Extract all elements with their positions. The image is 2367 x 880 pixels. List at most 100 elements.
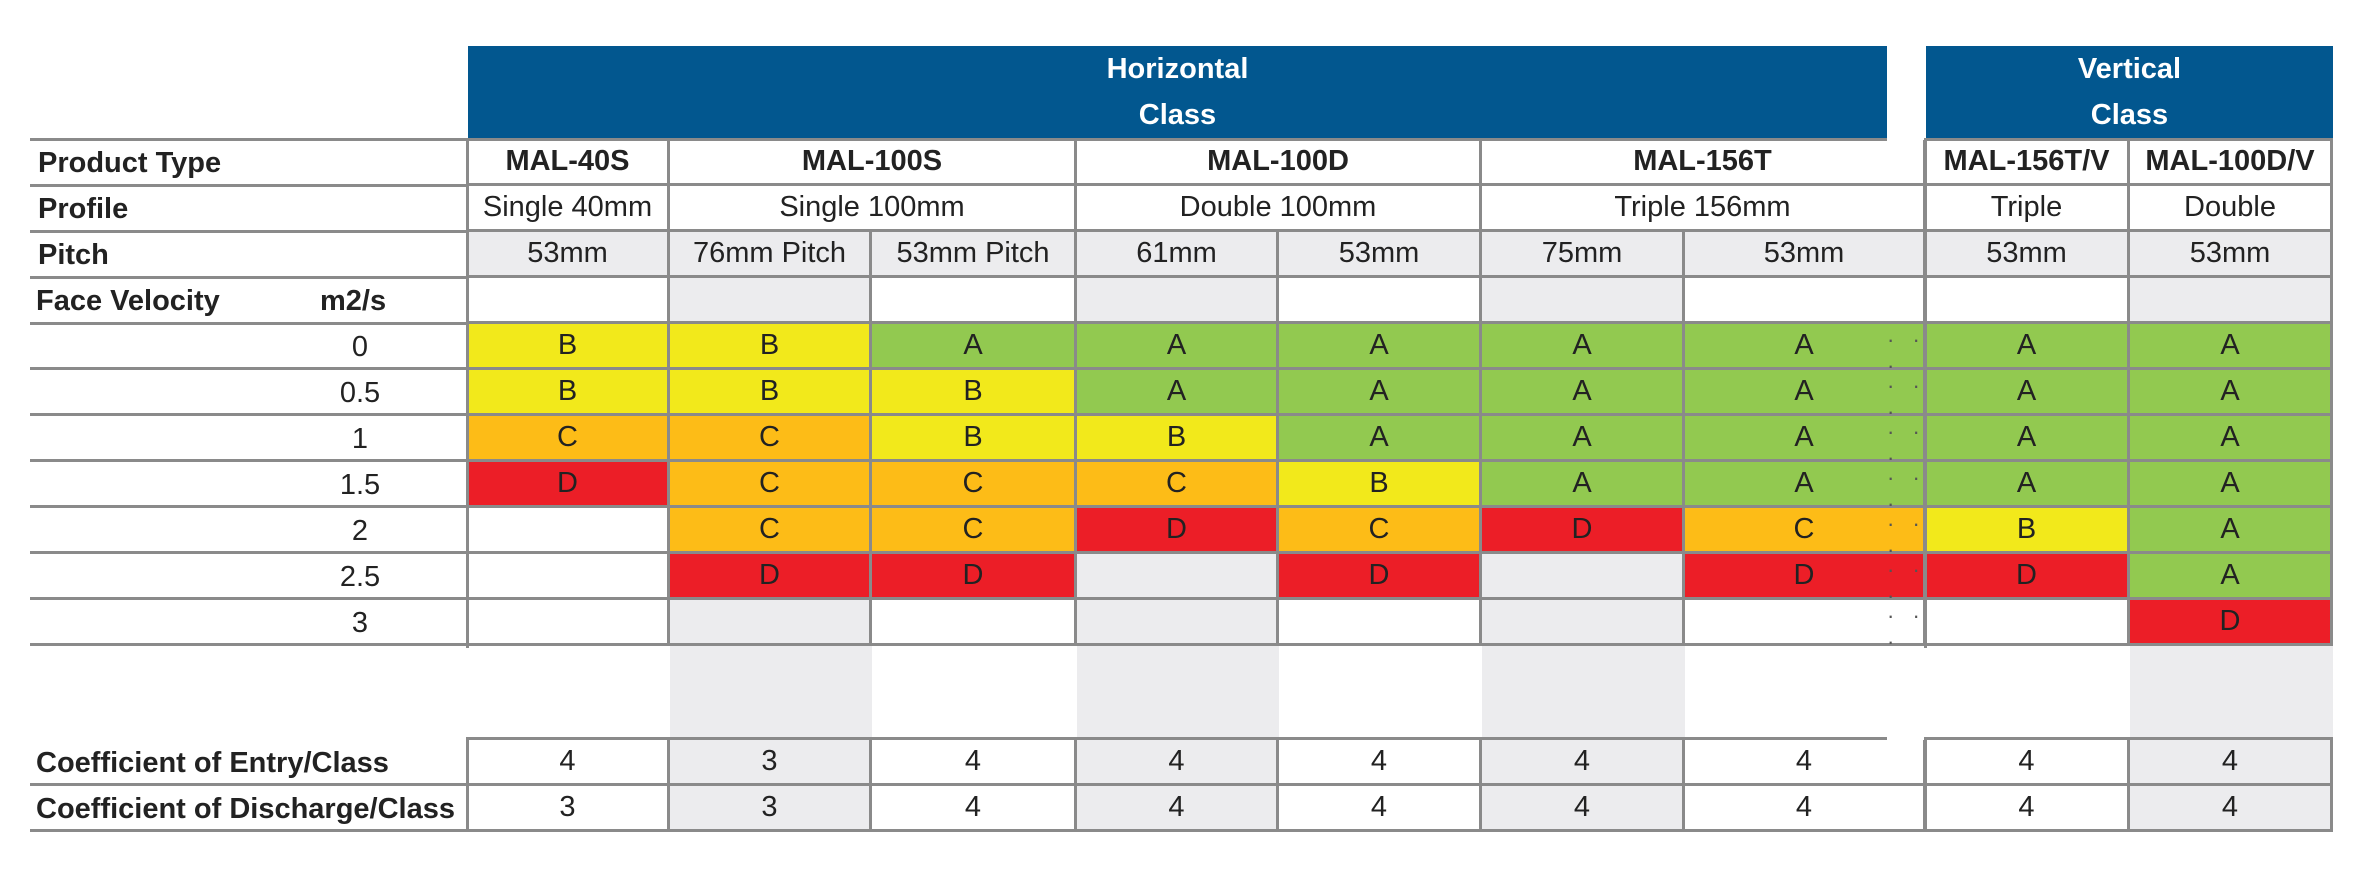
grade-cell: C xyxy=(1685,508,1926,554)
grade-cell: D xyxy=(670,554,872,600)
coefficient-entry-cell: 4 xyxy=(872,740,1077,786)
table-top-border-vertical xyxy=(1926,138,2333,141)
grade-cell: A xyxy=(2130,554,2333,600)
velocity-value: 0 xyxy=(351,330,369,363)
row-separator xyxy=(30,551,468,554)
coefficient-discharge-cell: 4 xyxy=(1077,786,1279,832)
pitch-cell: 53mm xyxy=(468,232,670,278)
coefficient-entry-cell: 4 xyxy=(2130,740,2333,786)
pitch-cell: 53mm xyxy=(1279,232,1482,278)
grade-cell: A xyxy=(2130,508,2333,554)
velocity-value: 1 xyxy=(351,422,369,455)
pitch-cell: 53mm Pitch xyxy=(872,232,1077,278)
product-name-cell: MAL-40S xyxy=(468,140,670,186)
horizontal-header-line: Horizontal xyxy=(1106,53,1249,85)
product-name-cell: MAL-100S xyxy=(670,140,1077,186)
grade-cell: D xyxy=(468,462,670,508)
grade-cell: B xyxy=(670,324,872,370)
left-border-vertical xyxy=(1924,138,1927,648)
grade-cell: A xyxy=(1926,324,2130,370)
grade-cell: C xyxy=(872,508,1077,554)
grade-cell: A xyxy=(1077,324,1279,370)
blank-band-cell xyxy=(2130,646,2333,740)
grade-cell xyxy=(468,554,670,600)
blank-band-cell xyxy=(1482,646,1685,740)
grade-cell xyxy=(1279,600,1482,646)
grade-cell xyxy=(1926,600,2130,646)
coefficient-discharge-label: Coefficient of Discharge/Class xyxy=(36,792,455,825)
product-name-cell: MAL-156T/V xyxy=(1926,140,2130,186)
blank-band-cell xyxy=(1685,646,1926,740)
profile-label: Profile xyxy=(38,192,129,225)
grade-cell: A xyxy=(1279,324,1482,370)
face-velocity-label: Face Velocity xyxy=(36,284,220,317)
coef-top-line xyxy=(468,737,1887,740)
connector-dots: · · · xyxy=(1887,511,1926,562)
grade-cell: C xyxy=(468,416,670,462)
table-top-border xyxy=(468,138,1887,141)
coefficient-entry-label: Coefficient of Entry/Class xyxy=(36,746,389,779)
grade-cell: A xyxy=(1482,324,1685,370)
grade-cell: A xyxy=(1482,462,1685,508)
face-velocity-blank-cell xyxy=(2130,278,2333,324)
vertical-header-line: Class xyxy=(2090,99,2169,131)
connector-dots: · · · xyxy=(1887,603,1926,654)
pitch-cell: 53mm xyxy=(1926,232,2130,278)
velocity-value: 1.5 xyxy=(339,468,381,501)
connector-dots: · · · xyxy=(1887,327,1926,378)
grade-cell xyxy=(670,600,872,646)
coefficient-entry-cell: 4 xyxy=(1279,740,1482,786)
pitch-cell: 61mm xyxy=(1077,232,1279,278)
grade-cell: D xyxy=(2130,600,2333,646)
face-velocity-unit: m2/s xyxy=(320,284,387,317)
face-velocity-blank-cell xyxy=(468,278,670,324)
grade-cell: B xyxy=(1077,416,1279,462)
connector-dots: · · · xyxy=(1887,419,1926,470)
grade-cell: A xyxy=(1482,370,1685,416)
grade-cell xyxy=(1077,554,1279,600)
face-velocity-blank-cell xyxy=(1685,278,1926,324)
vertical-class-header: Vertical Class xyxy=(1926,46,2333,138)
grade-cell: C xyxy=(1279,508,1482,554)
velocity-value: 2.5 xyxy=(339,560,381,593)
header-top-line xyxy=(30,138,468,141)
coefficient-entry-cell: 4 xyxy=(1482,740,1685,786)
grade-cell xyxy=(1482,554,1685,600)
grade-cell xyxy=(1077,600,1279,646)
velocity-value: 0.5 xyxy=(339,376,381,409)
vertical-header-line: Vertical xyxy=(2077,53,2182,85)
grade-cell: A xyxy=(2130,416,2333,462)
grade-cell: D xyxy=(872,554,1077,600)
face-velocity-blank-cell xyxy=(872,278,1077,324)
profile-cell: Double 100mm xyxy=(1077,186,1482,232)
coefficient-discharge-cell: 4 xyxy=(1482,786,1685,832)
face-velocity-blank-cell xyxy=(1077,278,1279,324)
face-velocity-blank-cell xyxy=(1279,278,1482,324)
coefficient-discharge-cell: 4 xyxy=(1279,786,1482,832)
coefficient-line xyxy=(30,829,1887,832)
coefficient-entry-cell: 4 xyxy=(1077,740,1279,786)
grade-cell: D xyxy=(1077,508,1279,554)
left-border-coef xyxy=(466,737,469,832)
pitch-cell: 75mm xyxy=(1482,232,1685,278)
grade-cell: A xyxy=(2130,462,2333,508)
profile-cell: Triple xyxy=(1926,186,2130,232)
grade-cell: D xyxy=(1685,554,1926,600)
grade-cell: B xyxy=(1279,462,1482,508)
grade-cell: A xyxy=(1685,416,1926,462)
coefficient-discharge-cell: 3 xyxy=(670,786,872,832)
horizontal-class-header: Horizontal Class xyxy=(468,46,1887,138)
grade-cell: A xyxy=(1077,370,1279,416)
product-type-label: Product Type xyxy=(38,146,222,179)
connector-dots: · · · xyxy=(1887,373,1926,424)
velocity-value: 2 xyxy=(351,514,369,547)
grade-cell: A xyxy=(1685,324,1926,370)
grade-cell: A xyxy=(872,324,1077,370)
grade-cell: B xyxy=(872,370,1077,416)
grade-cell: A xyxy=(1685,370,1926,416)
blank-band-cell xyxy=(872,646,1077,740)
profile-cell: Triple 156mm xyxy=(1482,186,1926,232)
grade-cell: B xyxy=(468,370,670,416)
grade-cell: A xyxy=(2130,370,2333,416)
velocity-value: 3 xyxy=(351,606,369,639)
